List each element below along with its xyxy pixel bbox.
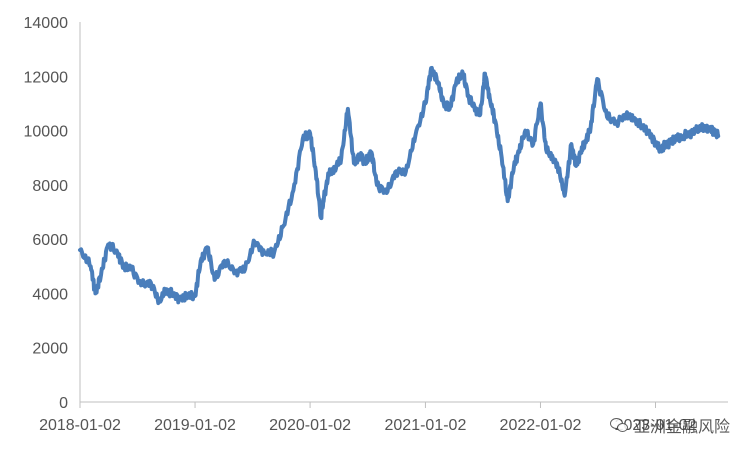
x-tick-label: 2020-01-02 (269, 417, 351, 434)
series-line-0 (78, 65, 721, 306)
x-tick-label: 2019-01-02 (154, 417, 236, 434)
y-tick-labels: 0 2000 4000 6000 8000 10000 12000 14000 (24, 15, 69, 412)
y-tick-label: 4000 (32, 286, 68, 303)
y-tick-label: 2000 (32, 341, 68, 358)
y-tick-label: 6000 (32, 232, 68, 249)
chat-bubbles-icon (609, 418, 628, 432)
chart-axes (79, 22, 728, 403)
series-layer (78, 65, 721, 306)
x-tick-label: 2018-01-02 (39, 417, 121, 434)
y-tick-label: 10000 (24, 124, 69, 141)
x-tick-label: 2021-01-02 (385, 417, 467, 434)
y-tick-label: 0 (59, 395, 68, 412)
x-tick-label: 2022-01-02 (500, 417, 582, 434)
y-tick-label: 8000 (32, 178, 68, 195)
watermark-text: 亚洲金融风险 (633, 417, 730, 436)
watermark: 亚洲金融风险 (609, 413, 730, 437)
x-tick-labels: 2018-01-02 2019-01-02 2020-01-02 2021-01-02… (39, 402, 697, 434)
y-tick-label: 14000 (24, 15, 69, 32)
y-tick-label: 12000 (24, 69, 69, 86)
x-tick-label: 2023-01-02 (615, 417, 697, 434)
